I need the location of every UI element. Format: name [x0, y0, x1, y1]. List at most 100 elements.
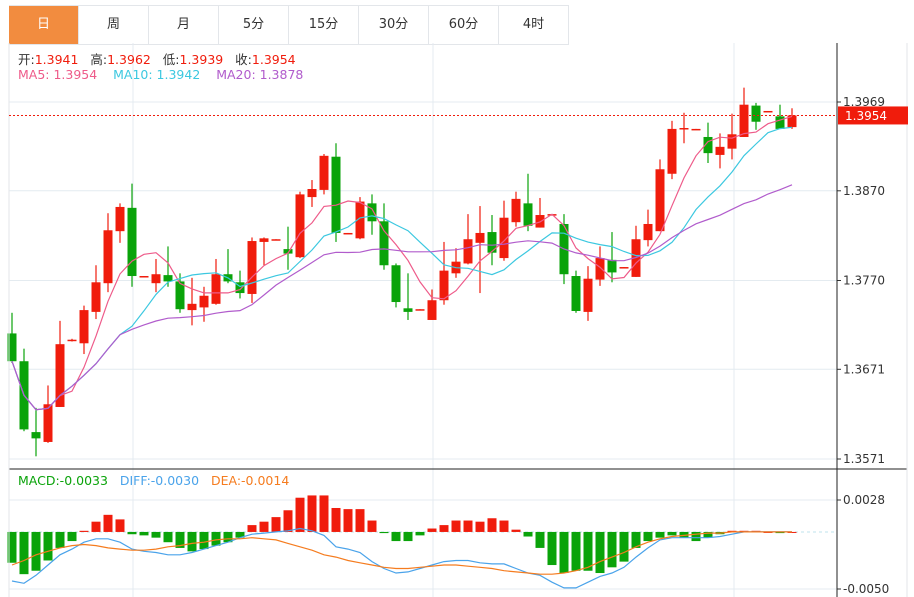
candle-up	[439, 270, 449, 301]
diff-value: DIFF:-0.0030	[119, 473, 200, 488]
candle-up	[115, 206, 125, 232]
macd-bar-positive	[319, 495, 329, 532]
macd-bar-negative	[619, 531, 629, 562]
macd-bar-positive	[295, 497, 305, 532]
macd-bar-negative	[391, 531, 401, 542]
candle-up	[103, 230, 113, 284]
candle-down	[775, 116, 785, 129]
macd-bar-negative	[127, 531, 137, 535]
macd-bar-positive	[439, 525, 449, 532]
candle-up	[151, 274, 161, 284]
close-value: 1.3954	[251, 52, 296, 67]
macd-info: MACD:-0.0033 DIFF:-0.0030 DEA:-0.0014	[18, 473, 289, 488]
macd-bar-negative	[691, 531, 701, 542]
macd-bar-negative	[775, 531, 785, 534]
candle-down	[163, 275, 173, 282]
macd-bar-negative	[175, 531, 185, 548]
candle-up	[55, 344, 65, 407]
macd-bar-negative	[67, 531, 77, 542]
macd-bar-negative	[559, 531, 569, 574]
candle-up	[691, 128, 701, 131]
macd-value: MACD:-0.0033	[18, 473, 108, 488]
candle-down	[391, 265, 401, 303]
period-tabs: 日 周 月 5分 15分 30分 60分 4时	[9, 5, 569, 45]
y-tick-label: 1.3870	[843, 184, 885, 198]
macd-bar-negative	[43, 531, 53, 561]
dea-line	[11, 531, 792, 575]
ma-info: MA5: 1.3954 MA10: 1.3942 MA20: 1.3878	[18, 67, 303, 82]
macd-bar-positive	[511, 529, 521, 532]
tab-day[interactable]: 日	[9, 6, 79, 44]
current-price-label: 1.3954	[845, 109, 887, 123]
macd-bar-negative	[655, 531, 665, 538]
macd-bar-negative	[415, 531, 425, 536]
diff-line	[11, 527, 792, 589]
candle-up	[415, 309, 425, 311]
candle-up	[271, 239, 281, 241]
macd-bar-positive	[283, 510, 293, 532]
macd-bar-negative	[643, 531, 653, 542]
candle-up	[679, 128, 689, 130]
candle-up	[355, 201, 365, 239]
candle-down	[703, 136, 713, 154]
candle-down	[235, 282, 245, 294]
current-price-tag	[838, 106, 908, 125]
candle-up	[247, 241, 257, 294]
tab-4hour[interactable]: 4时	[499, 6, 569, 44]
macd-bar-positive	[115, 519, 125, 532]
macd-tick-label: -0.0050	[843, 582, 889, 596]
macd-bar-positive	[331, 507, 341, 532]
candle-up	[643, 223, 653, 241]
close-label: 收:	[235, 52, 252, 67]
candle-up	[619, 267, 629, 269]
macd-bar-negative	[223, 531, 233, 543]
y-tick-label: 1.3671	[843, 362, 885, 376]
candle-up	[787, 115, 797, 128]
candle-up	[307, 189, 317, 198]
ohlc-info: 开:1.3941 高:1.3962 低:1.3939 收:1.3954	[18, 49, 296, 68]
tab-5min[interactable]: 5分	[219, 6, 289, 44]
candle-down	[523, 203, 533, 226]
high-value: 1.3962	[107, 52, 151, 67]
macd-bar-negative	[19, 531, 29, 575]
candle-down	[7, 333, 17, 362]
macd-bar-negative	[703, 531, 713, 538]
tab-15min[interactable]: 15分	[289, 6, 359, 44]
candle-up	[511, 198, 521, 223]
macd-bar-positive	[499, 520, 509, 532]
y-tick-label: 1.3770	[843, 274, 885, 288]
macd-bar-negative	[199, 531, 209, 550]
tab-60min[interactable]: 60分	[429, 6, 499, 44]
candle-up	[343, 232, 353, 235]
macd-bar-positive	[271, 517, 281, 532]
ma5-value: MA5: 1.3954	[18, 67, 98, 82]
macd-bar-negative	[535, 531, 545, 548]
macd-bar-negative	[547, 531, 557, 566]
candle-down	[367, 203, 377, 222]
candle-up	[595, 258, 605, 280]
tab-30min[interactable]: 30分	[359, 6, 429, 44]
macd-bar-negative	[571, 531, 581, 571]
low-label: 低:	[162, 52, 180, 67]
candle-down	[379, 221, 389, 266]
candle-up	[583, 278, 593, 312]
candle-up	[259, 238, 269, 242]
open-label: 开:	[18, 52, 35, 67]
macd-bar-negative	[151, 531, 161, 538]
high-label: 高:	[90, 52, 108, 67]
candle-down	[127, 207, 137, 277]
macd-bar-positive	[427, 528, 437, 532]
candle-down	[403, 308, 413, 312]
macd-bar-negative	[235, 531, 245, 538]
candle-up	[427, 300, 437, 320]
candle-up	[295, 194, 305, 258]
candle-up	[463, 239, 473, 264]
candle-up	[187, 303, 197, 311]
tab-month[interactable]: 月	[149, 6, 219, 44]
macd-bar-negative	[583, 531, 593, 571]
candle-up	[43, 404, 53, 442]
candle-up	[715, 146, 725, 155]
macd-bar-negative	[379, 531, 389, 534]
tab-week[interactable]: 周	[79, 6, 149, 44]
